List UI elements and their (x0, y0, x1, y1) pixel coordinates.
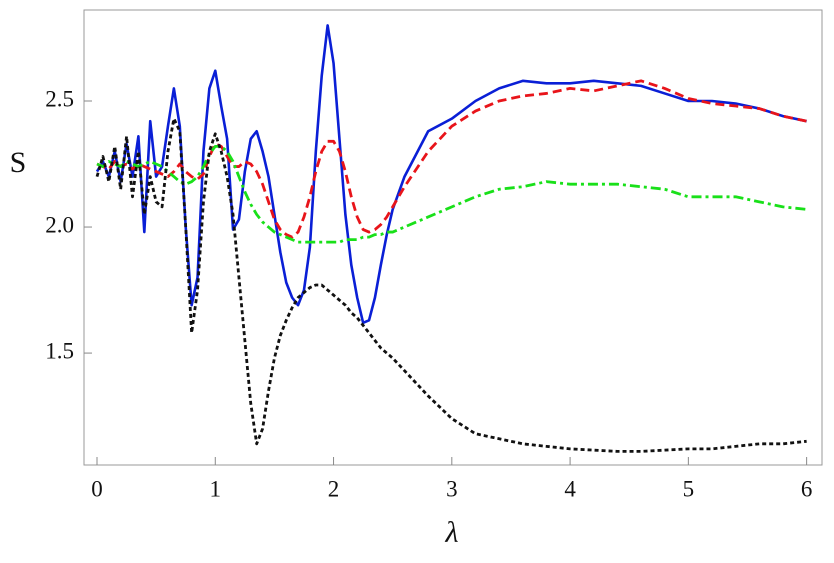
y-tick-label: 1.5 (45, 338, 74, 363)
x-tick-label: 2 (328, 476, 340, 501)
y-tick-label: 2.0 (45, 212, 74, 237)
y-axis-label: S (10, 146, 27, 179)
series-line (96, 79, 807, 239)
x-axis-label: λ (445, 516, 459, 549)
x-tick-label: 5 (683, 476, 695, 501)
x-tick-label: 1 (210, 476, 222, 501)
series-line (95, 117, 807, 453)
y-tick-label: 2.5 (45, 86, 74, 111)
x-tick-label: 0 (91, 476, 103, 501)
x-tick-label: 3 (446, 476, 458, 501)
x-tick-label: 4 (564, 476, 576, 501)
x-tick-label: 6 (801, 476, 813, 501)
plot-frame (83, 9, 823, 466)
series-line (95, 24, 807, 325)
